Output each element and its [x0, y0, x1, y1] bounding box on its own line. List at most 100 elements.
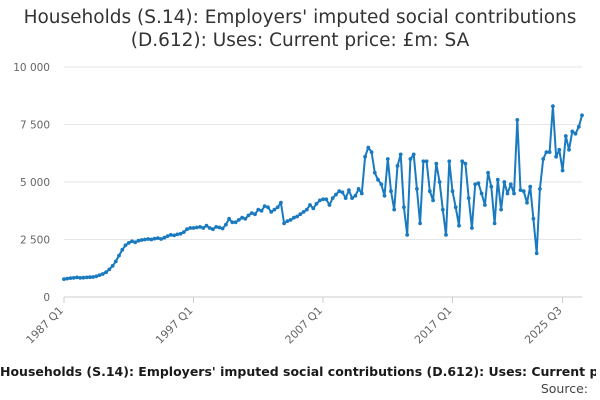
data-point[interactable]: [227, 216, 232, 221]
data-point[interactable]: [94, 274, 99, 279]
data-point[interactable]: [447, 159, 452, 164]
data-point[interactable]: [249, 211, 254, 216]
data-point[interactable]: [211, 227, 215, 232]
data-point[interactable]: [84, 275, 89, 280]
data-point[interactable]: [156, 236, 160, 241]
data-point[interactable]: [292, 215, 296, 220]
data-point[interactable]: [392, 207, 397, 212]
data-point[interactable]: [437, 180, 442, 184]
data-point[interactable]: [330, 196, 335, 201]
data-point[interactable]: [149, 237, 154, 242]
data-point[interactable]: [78, 276, 83, 280]
data-point[interactable]: [253, 212, 257, 217]
data-point[interactable]: [204, 223, 209, 228]
data-point[interactable]: [152, 236, 157, 241]
data-point[interactable]: [551, 104, 555, 108]
data-point[interactable]: [97, 273, 102, 277]
data-point[interactable]: [172, 233, 177, 238]
data-point[interactable]: [117, 253, 121, 258]
data-point[interactable]: [317, 198, 322, 203]
data-point[interactable]: [123, 243, 128, 248]
data-point[interactable]: [130, 239, 134, 244]
data-point[interactable]: [100, 272, 105, 276]
data-point[interactable]: [224, 222, 228, 227]
data-point[interactable]: [547, 150, 552, 155]
data-point[interactable]: [75, 275, 79, 280]
data-point[interactable]: [382, 193, 387, 198]
data-point[interactable]: [259, 208, 264, 213]
data-point[interactable]: [343, 196, 348, 201]
data-point[interactable]: [411, 152, 416, 157]
data-point[interactable]: [62, 277, 66, 281]
data-point[interactable]: [492, 221, 497, 226]
data-point[interactable]: [126, 241, 131, 245]
data-point[interactable]: [347, 188, 351, 193]
data-point[interactable]: [201, 226, 206, 230]
data-point[interactable]: [269, 210, 274, 214]
data-point[interactable]: [282, 221, 286, 226]
data-point[interactable]: [146, 237, 151, 241]
data-point[interactable]: [457, 223, 461, 228]
data-point[interactable]: [431, 198, 435, 203]
data-point[interactable]: [541, 157, 546, 161]
data-point[interactable]: [304, 207, 309, 212]
data-point[interactable]: [334, 192, 338, 197]
data-point[interactable]: [308, 203, 312, 207]
data-point[interactable]: [418, 221, 422, 226]
data-point[interactable]: [534, 251, 539, 256]
data-point[interactable]: [233, 220, 238, 225]
data-point[interactable]: [214, 225, 219, 229]
data-point[interactable]: [554, 154, 558, 159]
data-point[interactable]: [311, 206, 316, 211]
data-point[interactable]: [324, 197, 329, 202]
data-point[interactable]: [495, 177, 500, 182]
data-point[interactable]: [175, 232, 180, 237]
data-point[interactable]: [405, 233, 410, 237]
data-point[interactable]: [191, 226, 196, 230]
data-point[interactable]: [483, 203, 487, 207]
data-point[interactable]: [466, 196, 471, 201]
data-point[interactable]: [340, 190, 345, 195]
data-point[interactable]: [563, 134, 568, 138]
data-point[interactable]: [298, 212, 303, 217]
data-point[interactable]: [350, 196, 354, 201]
data-point[interactable]: [295, 214, 299, 219]
data-point[interactable]: [453, 205, 458, 210]
data-point[interactable]: [243, 216, 248, 221]
data-point[interactable]: [470, 226, 474, 230]
data-point[interactable]: [376, 177, 380, 182]
data-point[interactable]: [136, 238, 141, 243]
data-point[interactable]: [327, 203, 332, 207]
data-point[interactable]: [110, 264, 115, 268]
data-point[interactable]: [366, 145, 371, 150]
data-point[interactable]: [107, 267, 112, 272]
data-point[interactable]: [275, 205, 280, 210]
data-point[interactable]: [369, 150, 374, 155]
data-point[interactable]: [402, 205, 406, 210]
data-point[interactable]: [162, 235, 167, 240]
data-point[interactable]: [139, 238, 144, 242]
data-point[interactable]: [499, 207, 503, 212]
data-point[interactable]: [314, 201, 319, 206]
data-point[interactable]: [266, 205, 270, 210]
data-point[interactable]: [194, 225, 199, 230]
data-point[interactable]: [246, 213, 251, 218]
data-point[interactable]: [389, 189, 393, 194]
data-point[interactable]: [337, 189, 342, 194]
data-point[interactable]: [567, 147, 571, 152]
data-point[interactable]: [359, 191, 364, 196]
data-point[interactable]: [113, 259, 118, 264]
data-point[interactable]: [580, 113, 584, 118]
data-point[interactable]: [421, 159, 426, 164]
data-point[interactable]: [120, 247, 125, 252]
data-point[interactable]: [408, 157, 413, 161]
data-point[interactable]: [159, 237, 164, 241]
data-point[interactable]: [353, 193, 358, 198]
data-point[interactable]: [165, 234, 170, 239]
data-point[interactable]: [301, 210, 306, 214]
data-point[interactable]: [133, 240, 138, 245]
data-point[interactable]: [515, 118, 520, 122]
data-point[interactable]: [288, 218, 293, 222]
data-point[interactable]: [544, 150, 549, 155]
data-point[interactable]: [398, 152, 403, 157]
